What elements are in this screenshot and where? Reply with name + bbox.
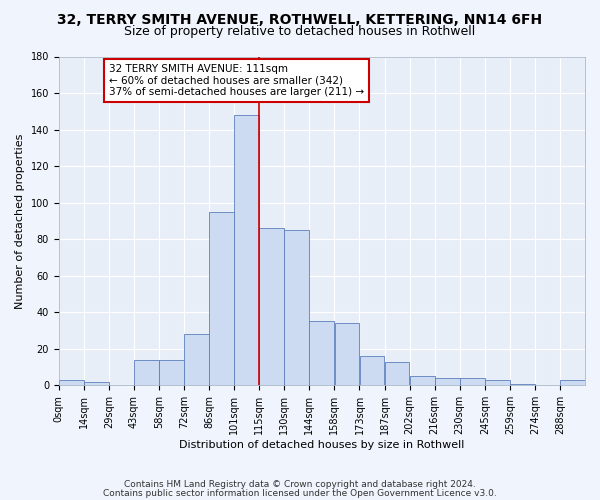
Bar (510, 384, 535, 386)
Bar (59, 380, 84, 386)
Bar (385, 362, 409, 386)
Text: 32, TERRY SMITH AVENUE, ROTHWELL, KETTERING, NN14 6FH: 32, TERRY SMITH AVENUE, ROTHWELL, KETTER… (58, 12, 542, 26)
Bar (84, 382, 109, 386)
Bar (209, 212, 234, 386)
Bar (134, 360, 159, 386)
Bar (184, 334, 209, 386)
Bar (235, 115, 259, 386)
Bar (410, 376, 434, 386)
Bar (485, 380, 510, 386)
Text: 32 TERRY SMITH AVENUE: 111sqm
← 60% of detached houses are smaller (342)
37% of : 32 TERRY SMITH AVENUE: 111sqm ← 60% of d… (109, 64, 364, 97)
Bar (310, 322, 334, 386)
Bar (159, 360, 184, 386)
Text: Contains public sector information licensed under the Open Government Licence v3: Contains public sector information licen… (103, 490, 497, 498)
Bar (359, 356, 385, 386)
X-axis label: Distribution of detached houses by size in Rothwell: Distribution of detached houses by size … (179, 440, 464, 450)
Bar (460, 378, 485, 386)
Bar (435, 378, 460, 386)
Bar (284, 230, 309, 386)
Bar (335, 323, 359, 386)
Bar (560, 380, 585, 386)
Text: Size of property relative to detached houses in Rothwell: Size of property relative to detached ho… (124, 25, 476, 38)
Y-axis label: Number of detached properties: Number of detached properties (15, 133, 25, 308)
Text: Contains HM Land Registry data © Crown copyright and database right 2024.: Contains HM Land Registry data © Crown c… (124, 480, 476, 489)
Bar (259, 228, 284, 386)
